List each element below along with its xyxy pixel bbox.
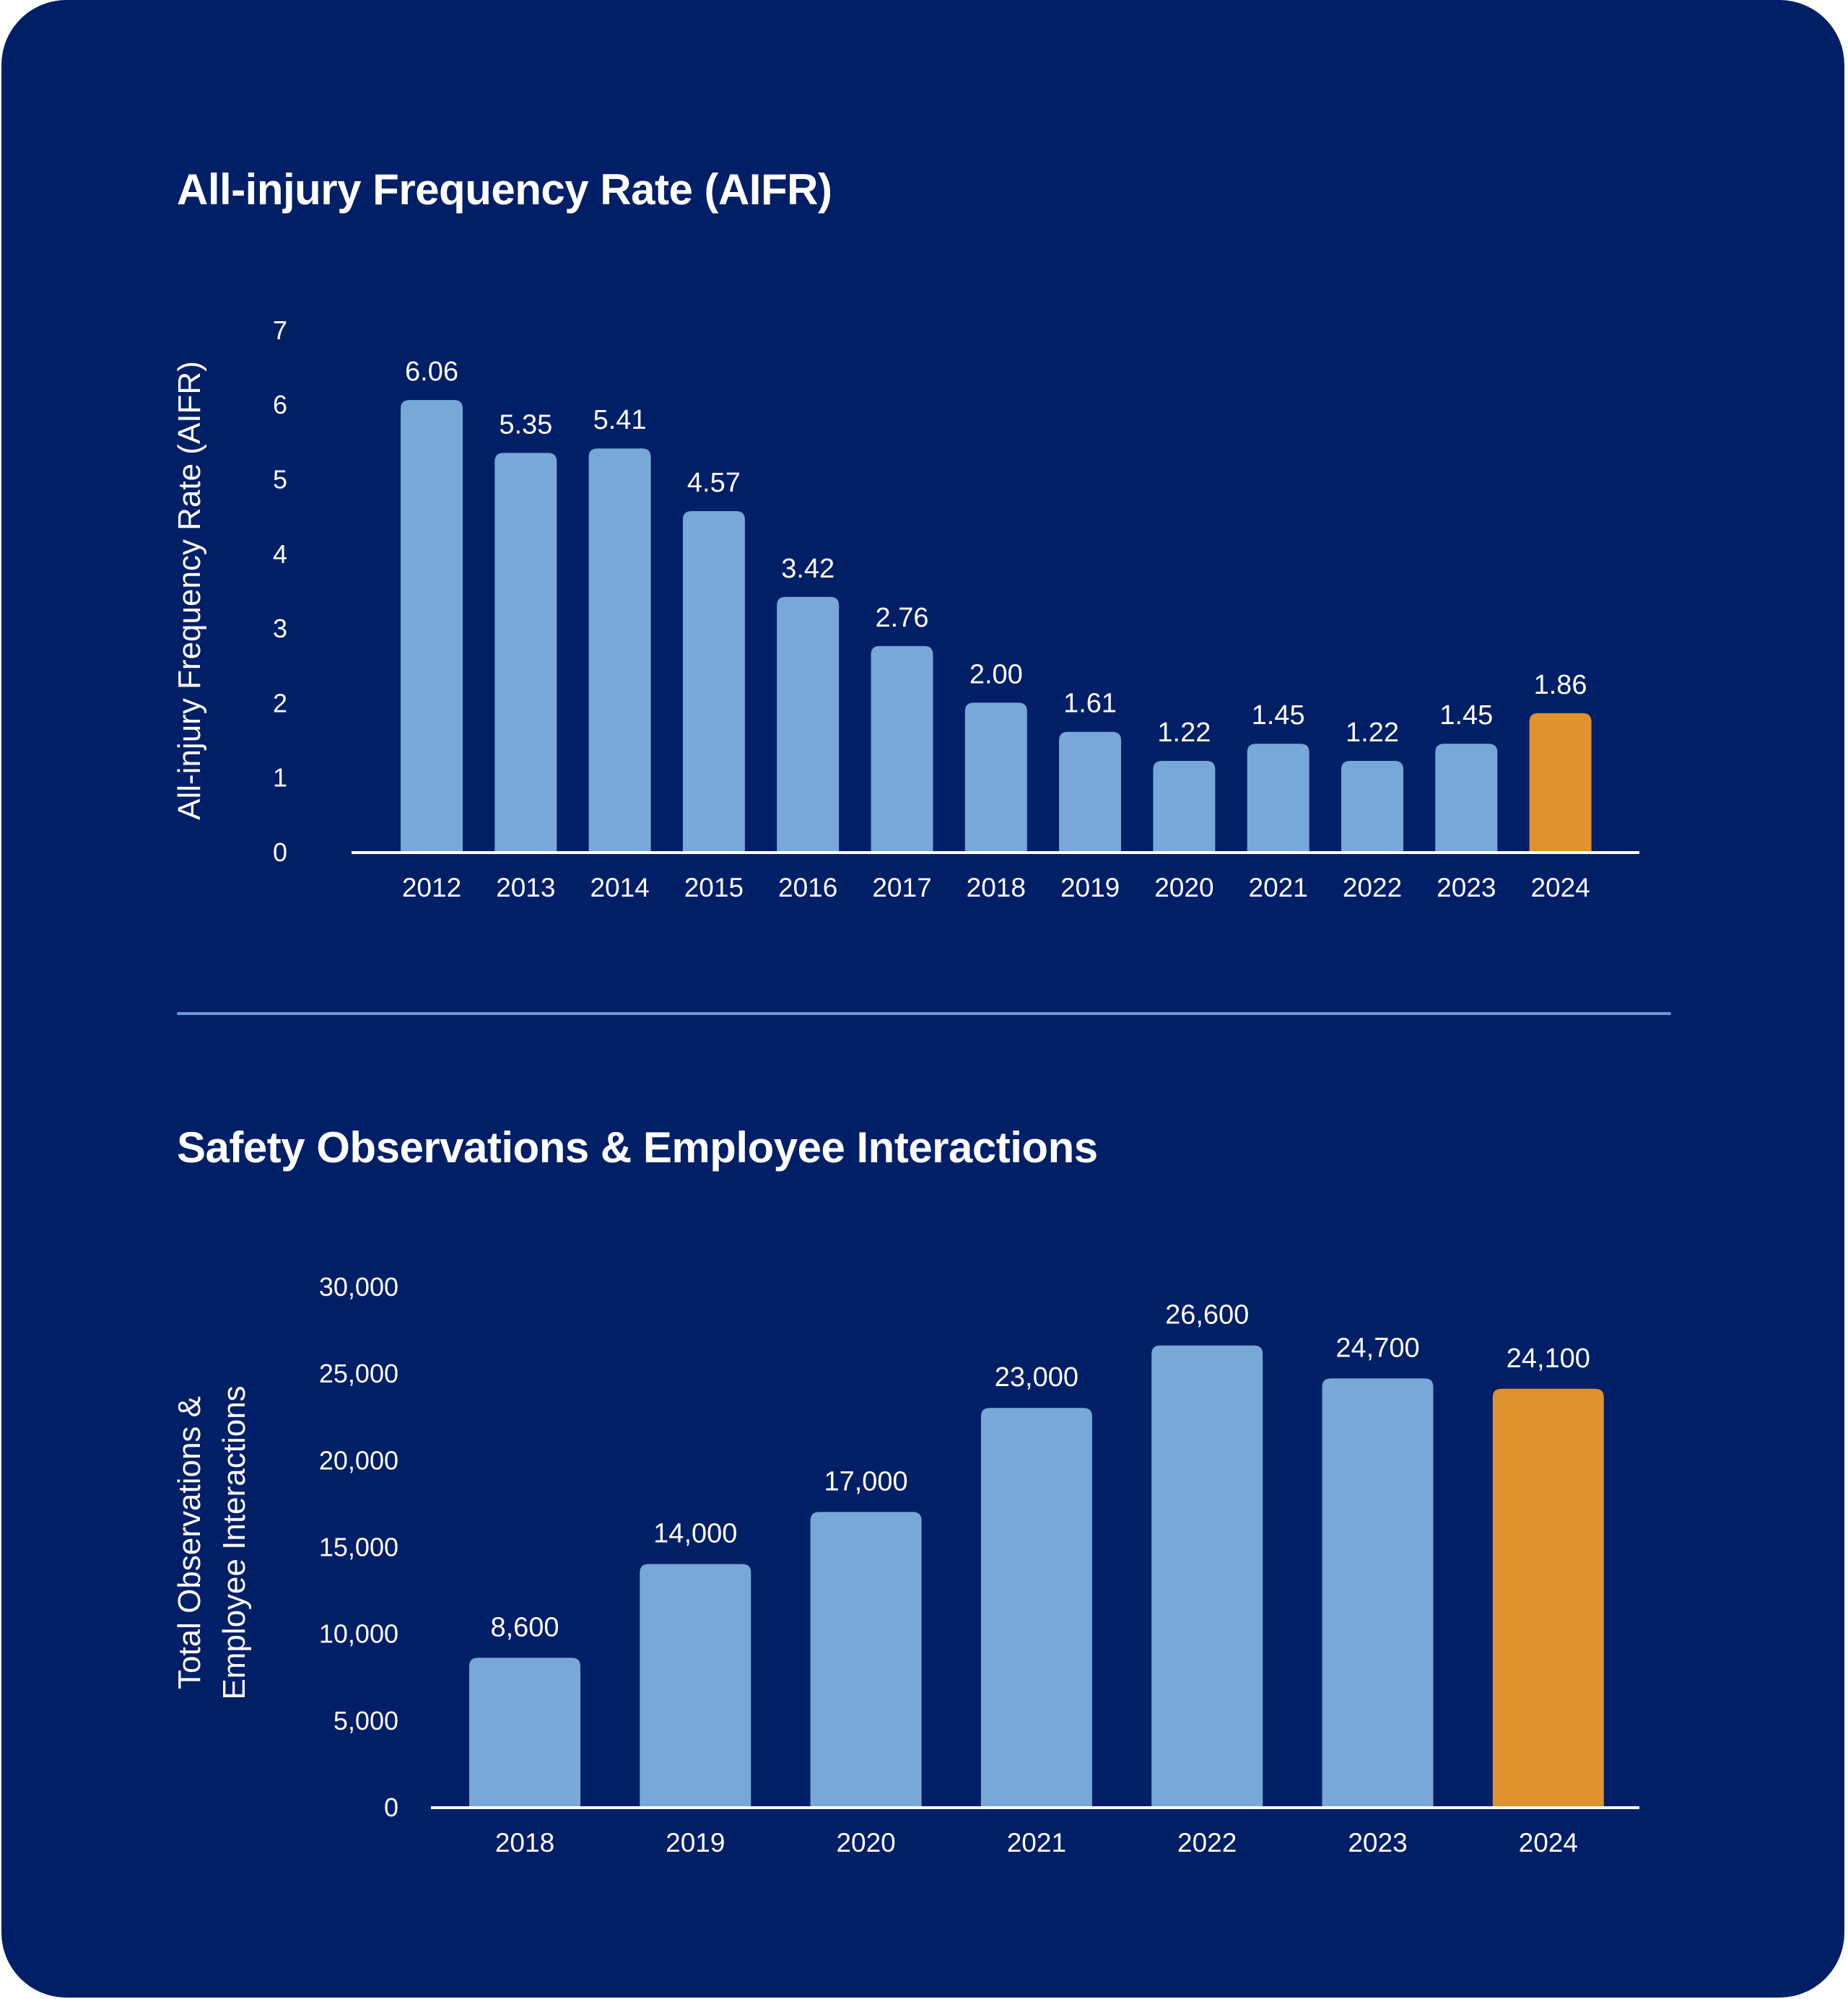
y-tick-label: 20,000: [319, 1445, 398, 1475]
aifr-bar-chart: 0 1 2 3 4 5 6 7 All-injury Frequency Rate (AIFR)…: [172, 315, 1639, 902]
value-label: 1.22: [1157, 718, 1211, 748]
value-label: 4.57: [687, 468, 741, 498]
value-label: 14,000: [653, 1519, 737, 1549]
bar-2013: [494, 453, 557, 852]
y-tick-label: 25,000: [319, 1359, 398, 1388]
bar-2021: [1247, 744, 1309, 852]
observations-chart-title: Safety Observations & Employee Interacti…: [177, 1123, 1098, 1172]
x-tick-label: 2024: [1530, 873, 1590, 902]
value-label: 23,000: [995, 1362, 1078, 1393]
bar-2024: [1492, 1388, 1604, 1807]
value-label: 24,100: [1507, 1343, 1590, 1374]
bar-2012: [401, 400, 463, 852]
bar-2022: [1151, 1345, 1263, 1807]
y-tick-label: 2: [273, 688, 287, 718]
bar-2020: [810, 1512, 922, 1807]
value-label: 1.45: [1439, 700, 1493, 731]
bar-2023: [1322, 1378, 1434, 1807]
value-label: 1.45: [1252, 700, 1305, 731]
x-tick-label: 2023: [1348, 1828, 1407, 1858]
value-label: 3.42: [781, 554, 834, 584]
bar-2017: [871, 645, 933, 852]
x-tick-label: 2015: [684, 873, 744, 902]
bar-2019: [1059, 731, 1122, 852]
y-tick-label: 30,000: [319, 1272, 398, 1302]
value-label: 5.41: [593, 405, 647, 435]
value-label: 2.00: [969, 659, 1023, 689]
y-tick-label: 5,000: [334, 1706, 398, 1735]
x-tick-label: 2018: [495, 1828, 554, 1858]
y-tick-label: 4: [273, 539, 287, 569]
x-tick-label: 2020: [836, 1828, 895, 1858]
x-tick-label: 2021: [1249, 873, 1308, 902]
y-tick-label: 6: [273, 390, 287, 419]
bar-2023: [1435, 744, 1498, 852]
bar-2022: [1341, 760, 1403, 852]
x-tick-label: 2014: [590, 873, 649, 902]
y-tick-label: 1: [273, 763, 287, 793]
y-axis-title: Employee Interactions: [217, 1385, 252, 1699]
value-label: 17,000: [824, 1466, 907, 1497]
x-tick-label: 2012: [402, 873, 461, 902]
x-tick-label: 2016: [778, 873, 837, 902]
value-label: 6.06: [405, 357, 458, 387]
value-label: 26,600: [1165, 1300, 1249, 1331]
bar-2021: [980, 1408, 1092, 1807]
value-label: 1.86: [1534, 670, 1587, 700]
y-axis-title: Total Observations &: [172, 1396, 207, 1689]
value-label: 1.22: [1346, 718, 1399, 748]
bar-2018: [964, 702, 1027, 852]
value-label: 1.61: [1063, 689, 1117, 719]
value-label: 2.76: [876, 603, 929, 633]
x-tick-label: 2022: [1177, 1828, 1237, 1858]
x-tick-label: 2019: [666, 1828, 725, 1858]
x-tick-label: 2020: [1154, 873, 1213, 902]
bar-2020: [1153, 760, 1216, 852]
value-label: 5.35: [499, 409, 552, 440]
y-tick-label: 15,000: [319, 1532, 398, 1562]
value-label: 24,700: [1335, 1333, 1419, 1363]
y-tick-label: 7: [273, 315, 287, 345]
x-tick-label: 2018: [967, 873, 1026, 902]
bar-2016: [777, 596, 840, 852]
x-tick-label: 2019: [1060, 873, 1120, 902]
bar-2019: [640, 1564, 751, 1807]
x-tick-label: 2023: [1437, 873, 1496, 902]
y-tick-label: 3: [273, 614, 287, 643]
section-divider: [177, 1012, 1671, 1015]
bar-2015: [682, 510, 745, 852]
y-tick-label: 10,000: [319, 1619, 398, 1649]
aifr-chart-title: All-injury Frequency Rate (AIFR): [177, 165, 832, 214]
x-tick-label: 2024: [1519, 1828, 1578, 1858]
bar-2024: [1529, 713, 1592, 852]
y-axis-title: All-injury Frequency Rate (AIFR): [172, 361, 207, 820]
y-tick-label: 0: [273, 837, 287, 867]
bar-2018: [469, 1658, 580, 1807]
value-label: 8,600: [490, 1612, 559, 1642]
x-tick-label: 2022: [1343, 873, 1402, 902]
x-tick-label: 2017: [872, 873, 931, 902]
x-tick-label: 2013: [496, 873, 555, 902]
y-tick-label: 5: [273, 465, 287, 495]
x-tick-label: 2021: [1007, 1828, 1066, 1858]
y-tick-label: 0: [384, 1793, 398, 1822]
bar-2014: [588, 448, 651, 852]
